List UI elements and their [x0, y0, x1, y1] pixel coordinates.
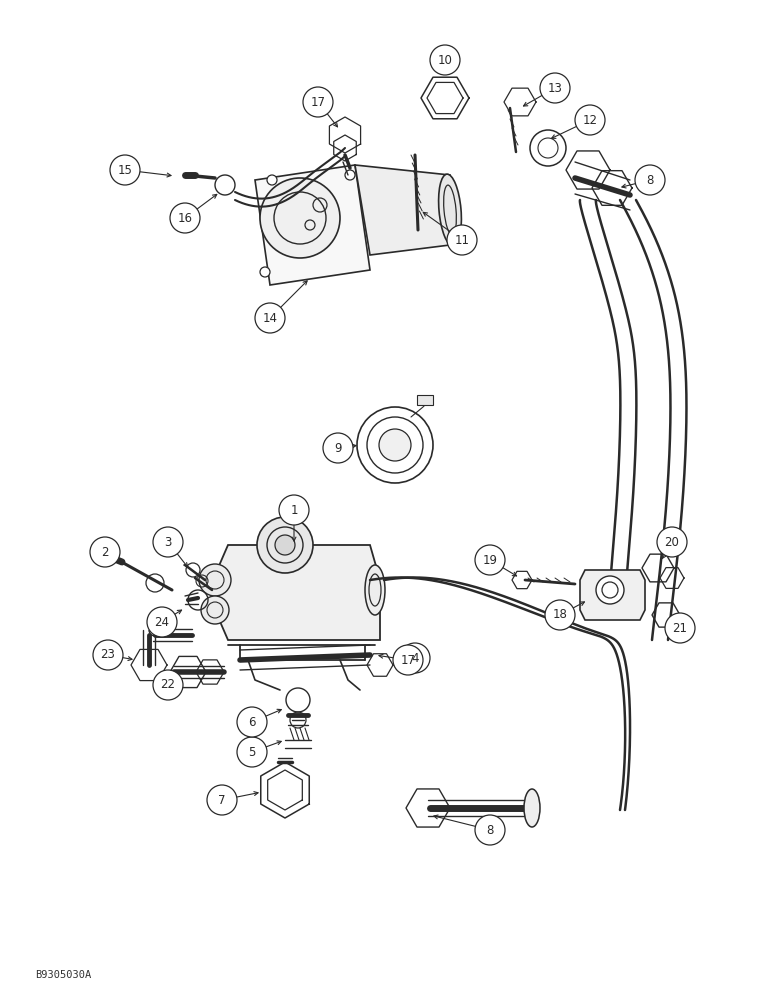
- Circle shape: [93, 640, 123, 670]
- Circle shape: [201, 596, 229, 624]
- Circle shape: [153, 670, 183, 700]
- Circle shape: [275, 535, 295, 555]
- Circle shape: [545, 600, 575, 630]
- Text: 10: 10: [438, 53, 452, 66]
- Text: 7: 7: [218, 794, 225, 806]
- Circle shape: [267, 175, 277, 185]
- Circle shape: [430, 45, 460, 75]
- Text: 20: 20: [665, 536, 679, 548]
- Circle shape: [90, 537, 120, 567]
- Text: 17: 17: [401, 654, 415, 666]
- Circle shape: [260, 267, 270, 277]
- Text: 9: 9: [334, 442, 342, 454]
- Text: 14: 14: [262, 312, 277, 324]
- Circle shape: [400, 643, 430, 673]
- Circle shape: [260, 178, 340, 258]
- Circle shape: [170, 203, 200, 233]
- Text: 22: 22: [161, 678, 175, 692]
- Circle shape: [447, 225, 477, 255]
- Circle shape: [575, 105, 605, 135]
- Circle shape: [596, 576, 624, 604]
- Text: 12: 12: [583, 113, 598, 126]
- Circle shape: [303, 87, 333, 117]
- Polygon shape: [355, 165, 450, 255]
- Text: 23: 23: [100, 648, 116, 662]
- Circle shape: [379, 429, 411, 461]
- Text: 15: 15: [117, 163, 133, 176]
- Circle shape: [147, 607, 177, 637]
- Ellipse shape: [524, 789, 540, 827]
- Ellipse shape: [438, 174, 462, 246]
- Text: 1: 1: [290, 504, 298, 516]
- Circle shape: [207, 785, 237, 815]
- Ellipse shape: [365, 565, 385, 615]
- Circle shape: [255, 303, 285, 333]
- Text: 2: 2: [101, 546, 109, 558]
- Circle shape: [665, 613, 695, 643]
- Text: 6: 6: [249, 716, 256, 728]
- Text: 18: 18: [553, 608, 567, 621]
- Text: 3: 3: [164, 536, 171, 548]
- Circle shape: [237, 737, 267, 767]
- Text: 24: 24: [154, 615, 170, 629]
- Circle shape: [237, 707, 267, 737]
- Circle shape: [657, 527, 687, 557]
- Circle shape: [540, 73, 570, 103]
- Text: 8: 8: [486, 824, 493, 836]
- Text: B9305030A: B9305030A: [35, 970, 91, 980]
- Circle shape: [475, 545, 505, 575]
- Text: 4: 4: [411, 652, 418, 664]
- Circle shape: [475, 815, 505, 845]
- Polygon shape: [417, 395, 433, 405]
- Text: 13: 13: [547, 82, 563, 95]
- Text: 19: 19: [482, 554, 497, 566]
- Polygon shape: [255, 165, 370, 285]
- Circle shape: [257, 517, 313, 573]
- Polygon shape: [580, 570, 645, 620]
- Circle shape: [110, 155, 140, 185]
- Circle shape: [323, 433, 353, 463]
- Text: 21: 21: [672, 621, 688, 635]
- Text: 8: 8: [646, 174, 654, 186]
- Text: 11: 11: [455, 233, 469, 246]
- Circle shape: [199, 564, 231, 596]
- Circle shape: [393, 645, 423, 675]
- Text: 16: 16: [178, 212, 192, 225]
- Text: 17: 17: [310, 96, 326, 108]
- Circle shape: [279, 495, 309, 525]
- Circle shape: [153, 527, 183, 557]
- Circle shape: [345, 170, 355, 180]
- Polygon shape: [215, 545, 380, 640]
- Text: 5: 5: [249, 746, 256, 758]
- Circle shape: [635, 165, 665, 195]
